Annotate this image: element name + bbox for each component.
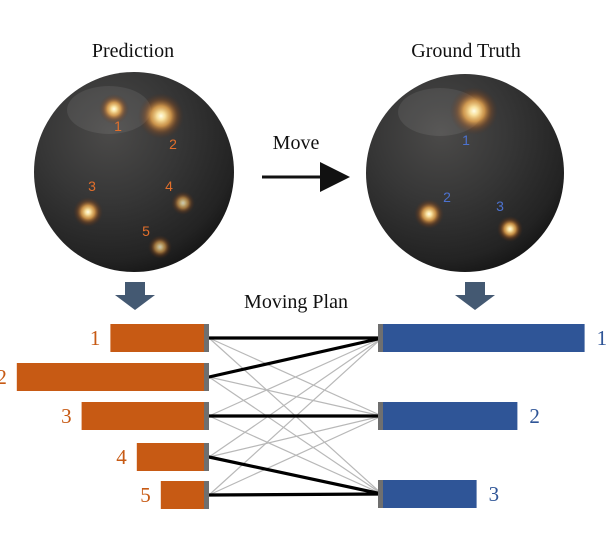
prediction-bar (136, 443, 204, 471)
ground-truth-sphere-label-2: 2 (443, 189, 451, 205)
ground-truth-sphere-label-1: 1 (462, 132, 470, 148)
ground-truth-sphere: 1 2 3 (366, 74, 564, 272)
moving-plan-match-link (207, 336, 384, 379)
prediction-bar-connector (204, 402, 209, 430)
prediction-glow-5 (148, 235, 172, 259)
ground-truth-glow-1 (450, 87, 498, 135)
prediction-bar-label: 3 (61, 404, 72, 428)
prediction-bar-label: 4 (116, 445, 127, 469)
ground-truth-bar-connector (378, 480, 383, 508)
prediction-bar (81, 402, 204, 430)
prediction-bar-label: 2 (0, 365, 7, 389)
ground-truth-bar-label: 3 (489, 482, 500, 506)
prediction-glow-1 (99, 94, 129, 124)
prediction-glow-2 (138, 93, 184, 139)
ground-truth-title: Ground Truth (411, 40, 520, 62)
prediction-glow-3 (73, 197, 103, 227)
prediction-bar-connector (204, 481, 209, 509)
ground-truth-bar (383, 324, 585, 352)
bars-layer: 1 2 3 45 1 2 3 (0, 324, 607, 509)
prediction-bar-label: 1 (90, 326, 101, 350)
prediction-bar-label: 5 (140, 483, 151, 507)
moving-plan-match-link (207, 455, 384, 496)
prediction-sphere-label-4: 4 (165, 178, 173, 194)
prediction-sphere-label-1: 1 (114, 118, 122, 134)
moving-plan-label: Moving Plan (244, 291, 348, 313)
ground-truth-bar-label: 2 (529, 404, 540, 428)
prediction-sphere-label-5: 5 (142, 223, 150, 239)
prediction-bar-connector (204, 324, 209, 352)
ground-truth-glow-2 (414, 199, 444, 229)
moving-plan-thin-link (208, 376, 383, 495)
moving-plan-thin-link (208, 415, 383, 496)
prediction-sphere-label-2: 2 (169, 136, 177, 152)
ground-truth-bar-connector (378, 324, 383, 352)
ground-truth-bar-label: 1 (597, 326, 608, 350)
prediction-bar-connector (204, 363, 209, 391)
prediction-bar (110, 324, 204, 352)
prediction-bar (16, 363, 204, 391)
prediction-sphere-label-3: 3 (88, 178, 96, 194)
prediction-bar (160, 481, 204, 509)
moving-plan-thin-link (208, 337, 383, 417)
moving-plan-thin-link (208, 415, 383, 458)
move-label: Move (273, 132, 320, 154)
moving-plan-match-link (207, 492, 384, 497)
ground-truth-down-arrow (455, 282, 495, 310)
ground-truth-sphere-label-3: 3 (496, 198, 504, 214)
prediction-bar-connector (204, 443, 209, 471)
moving-plan-thin-link (208, 376, 383, 417)
prediction-down-arrow (115, 282, 155, 310)
ground-truth-bar-connector (378, 402, 383, 430)
moving-plan-thin-link (208, 337, 383, 458)
ground-truth-bar (383, 402, 518, 430)
prediction-title: Prediction (92, 40, 174, 62)
ground-truth-bar (383, 480, 477, 508)
prediction-glow-4 (171, 191, 195, 215)
prediction-sphere: 1 2 3 4 5 (34, 72, 234, 272)
matching-layer (207, 336, 384, 497)
ground-truth-glow-3 (497, 216, 523, 242)
